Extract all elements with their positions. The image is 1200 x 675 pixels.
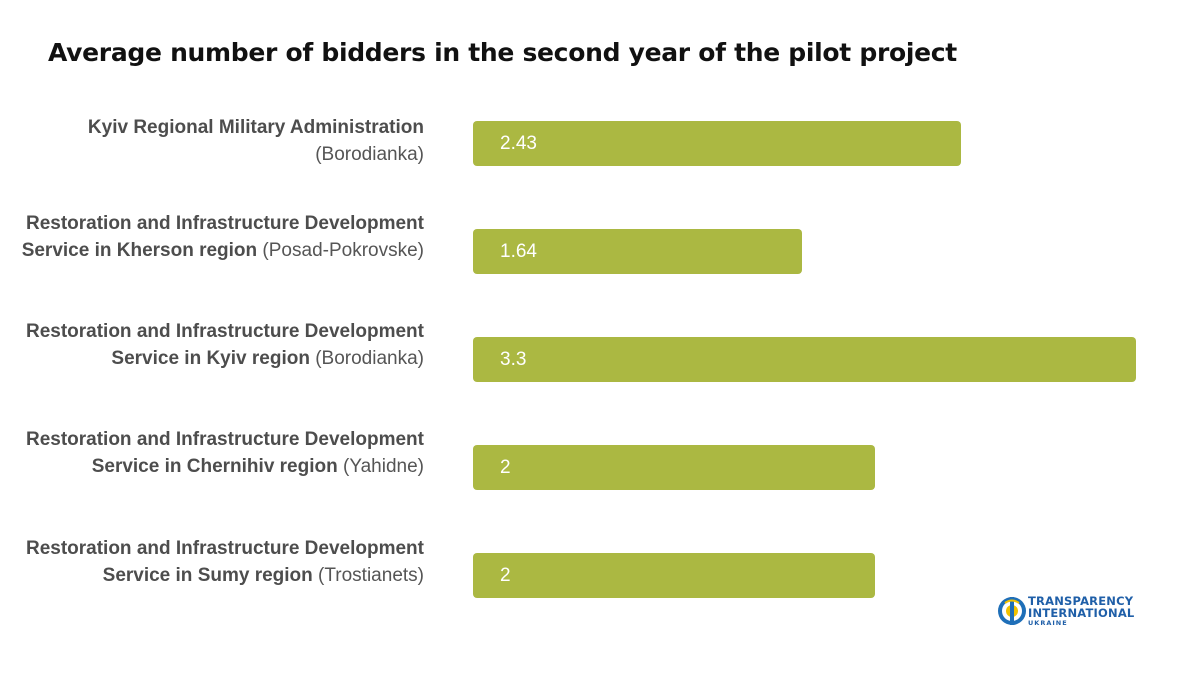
category-label: Kyiv Regional Military Administration (B… [4,114,424,168]
category-name: Restoration and Infrastructure Developme… [21,213,424,261]
bar: 2.43 [473,121,961,166]
bar: 2 [473,553,875,598]
logo-line2: INTERNATIONAL [1028,606,1135,620]
bar: 1.64 [473,229,802,274]
bar: 3.3 [473,337,1136,382]
category-place: (Trostianets) [312,565,424,586]
logo-line3: UKRAINE [1028,619,1068,627]
logo-line1: TRANSPARENCY [1028,594,1134,608]
category-name: Restoration and Infrastructure Developme… [25,429,424,477]
category-label: Restoration and Infrastructure Developme… [4,535,424,589]
category-place: (Posad-Pokrovske) [257,240,424,261]
chart-title: Average number of bidders in the second … [48,38,957,67]
bar-value-label: 2 [500,457,511,478]
transparency-international-logo-icon [998,597,1026,625]
category-place: (Borodianka) [309,348,424,369]
category-name: Restoration and Infrastructure Developme… [25,321,424,369]
category-place: (Yahidne) [337,456,424,477]
category-name: Restoration and Infrastructure Developme… [25,538,424,586]
logo-text: TRANSPARENCY INTERNATIONAL UKRAINE [1028,595,1134,627]
category-place: (Borodianka) [315,144,424,165]
category-name: Kyiv Regional Military Administration [87,117,424,138]
category-label: Restoration and Infrastructure Developme… [4,426,424,480]
bar-value-label: 2 [500,565,511,586]
category-label: Restoration and Infrastructure Developme… [4,210,424,264]
bar-value-label: 3.3 [500,349,527,370]
bar-value-label: 2.43 [500,133,537,154]
category-label: Restoration and Infrastructure Developme… [4,318,424,372]
bar-value-label: 1.64 [500,241,537,262]
bar: 2 [473,445,875,490]
